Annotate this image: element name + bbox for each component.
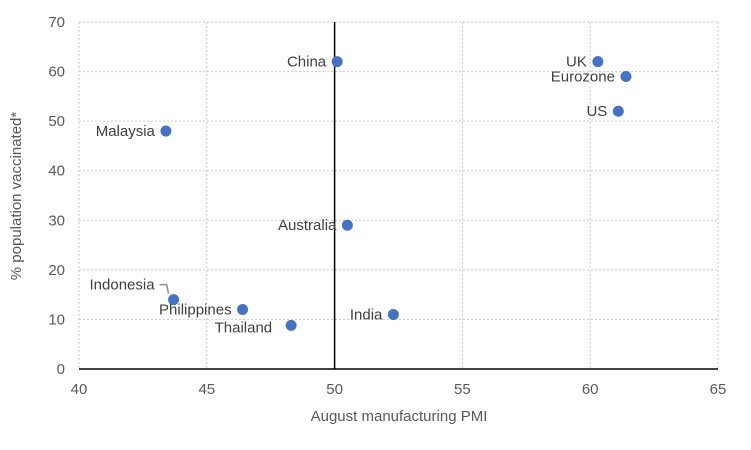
x-tick-label: 40: [71, 381, 88, 398]
data-point: [237, 304, 249, 316]
point-label: US: [586, 103, 607, 120]
data-point: [160, 125, 172, 137]
data-point: [331, 56, 343, 68]
y-tick-label: 70: [48, 14, 65, 31]
x-axis-title: August manufacturing PMI: [311, 408, 488, 425]
data-points: [160, 56, 632, 331]
x-tick-label: 50: [326, 381, 343, 398]
x-tick-label: 60: [582, 381, 599, 398]
axes: [79, 22, 718, 370]
data-point: [285, 319, 297, 331]
y-tick-label: 40: [48, 163, 65, 180]
y-tick-label: 20: [48, 262, 65, 279]
x-tick-label: 45: [198, 381, 215, 398]
y-tick-label: 30: [48, 212, 65, 229]
point-label: Malaysia: [96, 123, 156, 140]
x-tick-label: 55: [454, 381, 471, 398]
grid: [78, 21, 719, 369]
point-label: Thailand: [215, 319, 273, 336]
y-tick-label: 50: [48, 113, 65, 130]
x-tick-label: 65: [710, 381, 727, 398]
data-point: [620, 71, 632, 83]
leader-line: [159, 283, 170, 294]
data-point: [341, 219, 353, 231]
point-label: China: [287, 54, 327, 71]
point-label: Eurozone: [551, 69, 615, 86]
point-label: UK: [566, 54, 587, 71]
point-label: Australia: [278, 217, 337, 234]
point-label: Philippines: [159, 302, 232, 319]
data-point: [168, 294, 180, 306]
y-tick-label: 10: [48, 311, 65, 328]
data-point: [612, 105, 624, 117]
data-point: [387, 308, 399, 320]
point-label: India: [350, 306, 383, 323]
data-point: [592, 56, 604, 68]
y-axis-title: % population vaccinated*: [8, 112, 25, 281]
point-label: Indonesia: [90, 277, 156, 294]
tick-labels: 40 45 50 55 60 65 0 10 20 30 40 50 60 70: [48, 14, 726, 398]
y-tick-label: 60: [48, 64, 65, 81]
y-tick-label: 0: [57, 361, 65, 378]
